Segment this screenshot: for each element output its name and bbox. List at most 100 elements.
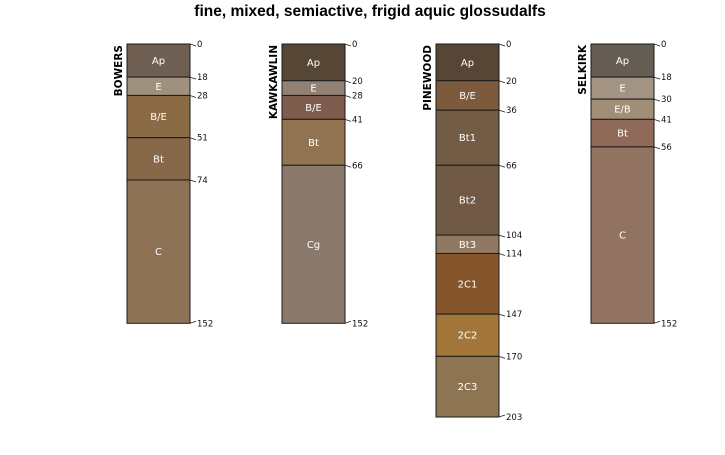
profile-name: SELKIRK — [577, 44, 589, 95]
horizon-block — [126, 179, 191, 324]
depth-tick — [189, 43, 197, 47]
depth-tick — [344, 320, 352, 324]
depth-label: 28 — [352, 91, 363, 101]
depth-label: 20 — [506, 77, 517, 87]
depth-tick — [498, 234, 506, 238]
depth-label: 56 — [661, 143, 672, 153]
depth-label: 41 — [661, 115, 672, 125]
profile-name: PINEWOOD — [422, 45, 434, 111]
depth-tick — [653, 43, 661, 47]
depth-label: 203 — [506, 413, 522, 423]
horizon-block — [435, 43, 500, 82]
horizon-block — [126, 137, 191, 181]
horizon-label: E — [310, 84, 316, 95]
horizon-label: Bt3 — [459, 240, 476, 251]
depth-tick — [498, 253, 506, 256]
depth-label: 0 — [352, 40, 357, 50]
profile-name: BOWERS — [113, 45, 125, 96]
depth-tick — [344, 43, 352, 47]
horizon-block — [126, 94, 191, 139]
depth-tick — [189, 76, 197, 80]
depth-label: 30 — [661, 95, 672, 105]
horizon-label: Ap — [461, 58, 474, 69]
horizon-block — [590, 146, 655, 324]
horizon-label: Cg — [307, 240, 320, 251]
depth-label: 0 — [197, 40, 202, 50]
horizon-block — [281, 118, 346, 166]
profile-kawkawlin: Ap E B/E Bt Cg 0 20 28 41 66 152 KAWKAWLIN — [268, 40, 368, 329]
horizon-label: B/E — [305, 103, 322, 114]
horizon-label: Ap — [307, 58, 320, 69]
horizon-block — [435, 164, 500, 236]
depth-tick — [498, 109, 506, 113]
depth-tick — [653, 76, 661, 80]
horizon-label: Ap — [616, 56, 629, 67]
depth-tick — [189, 179, 197, 183]
depth-label: 152 — [661, 319, 677, 329]
profiles-group: Ap E B/E Bt C 0 18 28 51 74 152 BOWERS Ap E B/E Bt Cg 0 20… — [113, 40, 677, 423]
depth-tick — [189, 137, 197, 141]
horizon-label: C — [155, 247, 162, 258]
depth-label: 147 — [506, 310, 522, 320]
figure-title: fine, mixed, semiactive, frigid aquic gl… — [194, 3, 545, 20]
depth-label: 66 — [352, 161, 363, 171]
depth-label: 0 — [661, 40, 666, 50]
depth-label: 36 — [506, 106, 517, 116]
depth-tick — [189, 95, 197, 98]
horizon-label: 2C1 — [458, 279, 478, 290]
depth-label: 152 — [352, 319, 368, 329]
depth-label: 74 — [197, 176, 208, 186]
depth-label: 114 — [506, 249, 522, 259]
horizon-label: Bt — [308, 138, 319, 149]
horizon-label: Bt — [153, 154, 164, 165]
horizon-block — [281, 164, 346, 324]
horizon-label: Bt2 — [459, 196, 476, 207]
horizon-block — [435, 80, 500, 111]
depth-tick — [344, 164, 352, 168]
depth-tick — [498, 414, 506, 418]
depth-label: 104 — [506, 231, 522, 241]
depth-label: 28 — [197, 91, 208, 101]
depth-tick — [498, 313, 506, 317]
horizon-label: B/E — [150, 112, 167, 123]
depth-tick — [653, 98, 661, 102]
depth-tick — [498, 164, 506, 168]
profile-pinewood: Ap B/E Bt1 Bt2 Bt3 2C1 2C2 2C3 0 20 36 66 104 114 147 1… — [422, 40, 522, 423]
horizon-block — [435, 109, 500, 166]
horizon-block — [126, 43, 191, 78]
depth-label: 152 — [197, 319, 213, 329]
depth-tick — [498, 80, 506, 84]
profile-selkirk: Ap E E/B Bt C 0 18 30 41 56 152 SELKIRK — [577, 40, 677, 329]
depth-tick — [344, 118, 352, 122]
horizon-block — [590, 118, 655, 148]
horizon-label: 2C2 — [458, 331, 478, 342]
depth-label: 41 — [352, 115, 363, 125]
depth-label: 170 — [506, 352, 522, 362]
depth-label: 18 — [661, 73, 672, 83]
depth-tick — [344, 80, 352, 84]
horizon-label: Bt1 — [459, 133, 476, 144]
depth-label: 66 — [506, 161, 517, 171]
depth-tick — [653, 320, 661, 324]
horizon-block — [435, 355, 500, 418]
depth-label: 0 — [506, 40, 511, 50]
horizon-label: E/B — [614, 105, 631, 116]
horizon-label: Bt — [617, 129, 628, 140]
horizon-block — [435, 252, 500, 315]
depth-label: 51 — [197, 134, 208, 144]
depth-tick — [653, 118, 661, 122]
depth-tick — [498, 43, 506, 47]
profile-name: KAWKAWLIN — [268, 45, 280, 119]
horizon-label: Ap — [152, 56, 165, 67]
depth-label: 18 — [197, 73, 208, 83]
depth-tick — [498, 355, 506, 359]
horizon-label: 2C3 — [458, 382, 478, 393]
horizon-label: E — [619, 84, 625, 95]
depth-tick — [344, 95, 352, 98]
depth-label: 20 — [352, 77, 363, 87]
depth-tick — [653, 146, 661, 150]
profile-bowers: Ap E B/E Bt C 0 18 28 51 74 152 BOWERS — [113, 40, 213, 329]
horizon-label: E — [155, 82, 161, 93]
